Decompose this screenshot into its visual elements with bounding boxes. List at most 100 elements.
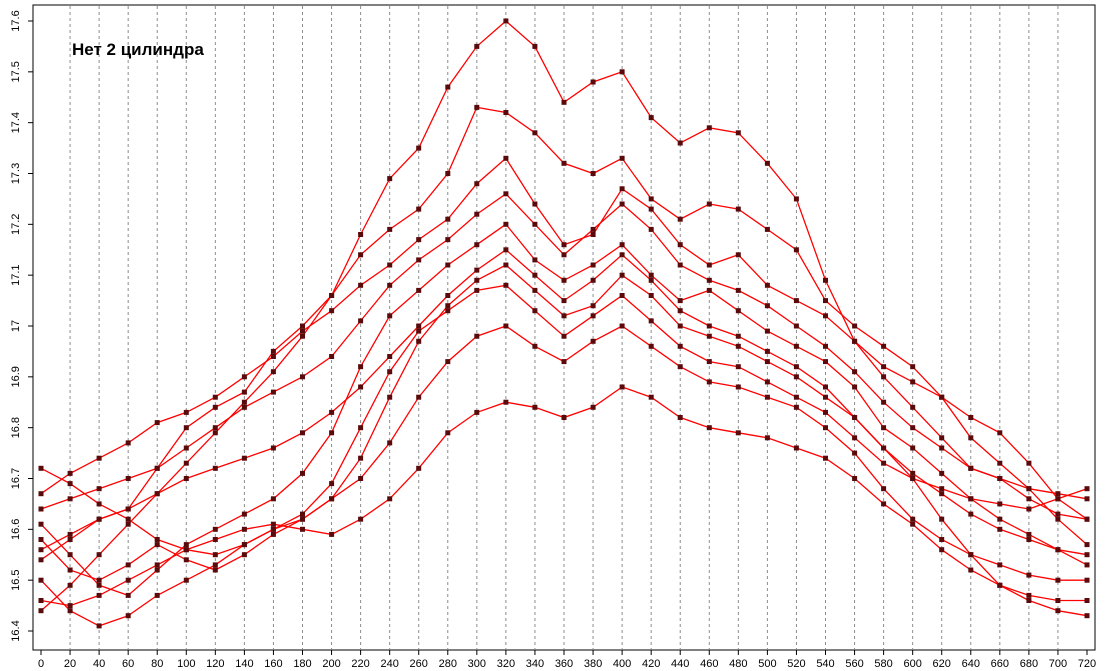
data-point [270,496,276,502]
data-point [590,262,596,268]
data-point [590,232,596,237]
data-point [852,415,858,420]
x-tick-label: 440 [671,658,689,670]
y-tick-label: 16.8 [10,417,22,438]
data-point [677,216,683,222]
data-point [968,511,974,517]
data-point [677,242,683,248]
x-tick-label: 60 [122,658,134,670]
data-point [1055,516,1061,522]
data-point [590,277,596,283]
data-point [358,252,364,258]
data-point [910,379,916,385]
data-point [183,460,189,466]
data-point [270,348,276,354]
data-point [300,323,305,329]
data-point [677,415,683,420]
data-point [474,181,480,187]
x-tick-label: 400 [613,658,631,670]
data-point [503,282,509,288]
data-point [590,303,596,309]
data-point [416,323,422,329]
data-point [881,501,887,507]
data-point [823,343,828,349]
data-point [474,277,480,283]
data-point [241,399,247,405]
data-point [416,257,422,263]
x-tick-label: 520 [787,658,805,670]
data-point [997,430,1003,436]
data-point [241,511,247,517]
data-point [67,608,73,614]
data-point [968,465,974,471]
data-point [735,343,741,349]
data-point [503,155,509,161]
data-point [270,531,276,537]
data-point [445,262,451,268]
data-point [416,465,422,471]
data-point [706,201,712,207]
chart-title: Нет 2 цилиндра [72,40,204,59]
data-point [329,496,335,502]
data-point [532,221,538,227]
data-point [561,313,567,319]
x-tick-label: 260 [410,658,428,670]
data-point [474,409,480,415]
data-point [764,359,770,365]
data-point [212,394,218,400]
data-point [154,562,160,568]
data-point [706,323,712,329]
data-point [793,247,799,253]
data-point [997,476,1003,481]
data-point [329,430,335,436]
data-point [590,313,596,319]
data-point [677,298,683,304]
data-point [183,577,189,583]
data-point [1055,598,1061,603]
data-point [1084,613,1090,619]
data-point [387,226,393,232]
data-point [1084,552,1090,558]
data-point [764,226,770,232]
data-point [270,369,276,375]
data-point [358,282,364,288]
data-point [823,313,828,319]
data-point [270,445,276,451]
series-line [38,282,1090,558]
data-point [939,547,945,553]
data-point [183,425,189,431]
data-point [38,537,44,542]
data-point [590,404,596,410]
series-line [38,323,1090,583]
data-point [358,318,364,324]
data-point [96,501,102,507]
data-point [154,420,160,426]
data-point [241,455,247,461]
data-point [532,272,538,278]
data-point [939,491,945,497]
data-point [1026,598,1032,603]
data-point [503,110,509,115]
data-point [270,521,276,527]
data-point [619,323,625,329]
data-point [561,359,567,365]
data-point [1026,537,1032,542]
x-tick-label: 240 [380,658,398,670]
y-tick-label: 17 [10,320,22,332]
data-point [416,338,422,344]
data-point [823,384,828,390]
x-tick-label: 700 [1049,658,1067,670]
data-point [96,455,102,461]
data-point [300,516,305,522]
data-point [445,84,451,90]
data-point [619,384,625,390]
data-point [474,104,480,110]
x-tick-label: 300 [468,658,486,670]
data-point [648,226,654,232]
y-tick-label: 17.2 [10,214,22,235]
x-tick-label: 220 [351,658,369,670]
data-point [939,537,945,542]
data-point [96,592,102,598]
data-point [1084,542,1090,548]
data-point [706,277,712,283]
